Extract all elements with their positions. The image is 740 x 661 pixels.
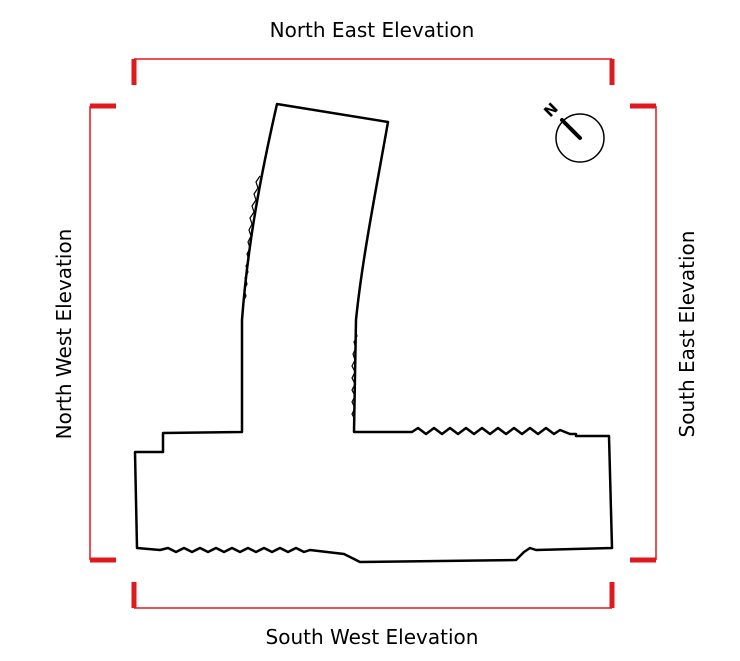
- north-east-elevation-label: North East Elevation: [270, 18, 475, 42]
- north-west-bracket: [89, 103, 116, 563]
- south-east-elevation-label: South East Elevation: [675, 231, 699, 438]
- south-west-bracket: [131, 582, 615, 609]
- compass-circle: [555, 113, 605, 163]
- tower-east-edge-texture: [351, 329, 358, 421]
- north-west-elevation-label: North West Elevation: [52, 229, 76, 440]
- north-arrow-compass: N: [540, 99, 605, 163]
- compass-needle: [560, 118, 582, 140]
- compass-north-letter: N: [540, 99, 562, 121]
- north-east-bracket: [131, 58, 615, 85]
- building-footprint: [133, 102, 614, 564]
- south-east-bracket: [630, 103, 657, 563]
- tower-west-edge-texture: [243, 175, 261, 301]
- south-west-elevation-label: South West Elevation: [266, 625, 479, 649]
